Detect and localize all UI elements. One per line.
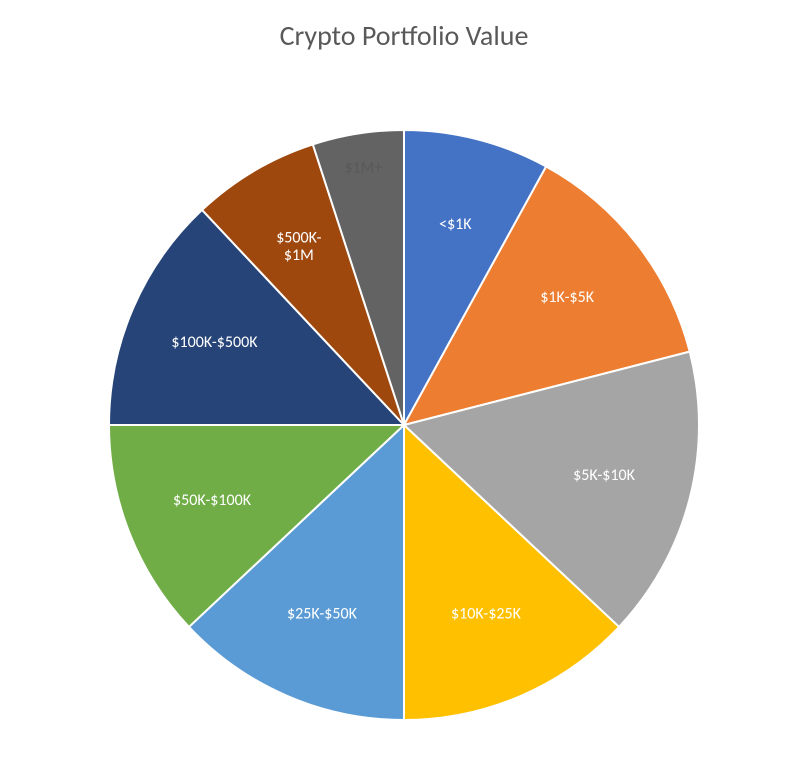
pie-slice-label: $25K-$50K <box>287 604 358 623</box>
pie-slice-label: $100K-$500K <box>171 333 258 352</box>
pie-slice-label: $1M+ <box>344 158 382 177</box>
pie-slice-label: $5K-$10K <box>573 466 635 485</box>
pie-slice-label: <$1K <box>439 215 472 234</box>
pie-slice-label: $50K-$100K <box>173 491 252 510</box>
pie-slice-label: $10K-$25K <box>451 604 522 623</box>
pie-slice-label: $1K-$5K <box>540 288 594 307</box>
chart-container: Crypto Portfolio Value <$1K$1K-$5K$5K-$1… <box>0 0 808 764</box>
pie-chart: <$1K $1K-$5K $5K-$10K $10K-$25K $25K-$50K $50… <box>0 0 808 764</box>
